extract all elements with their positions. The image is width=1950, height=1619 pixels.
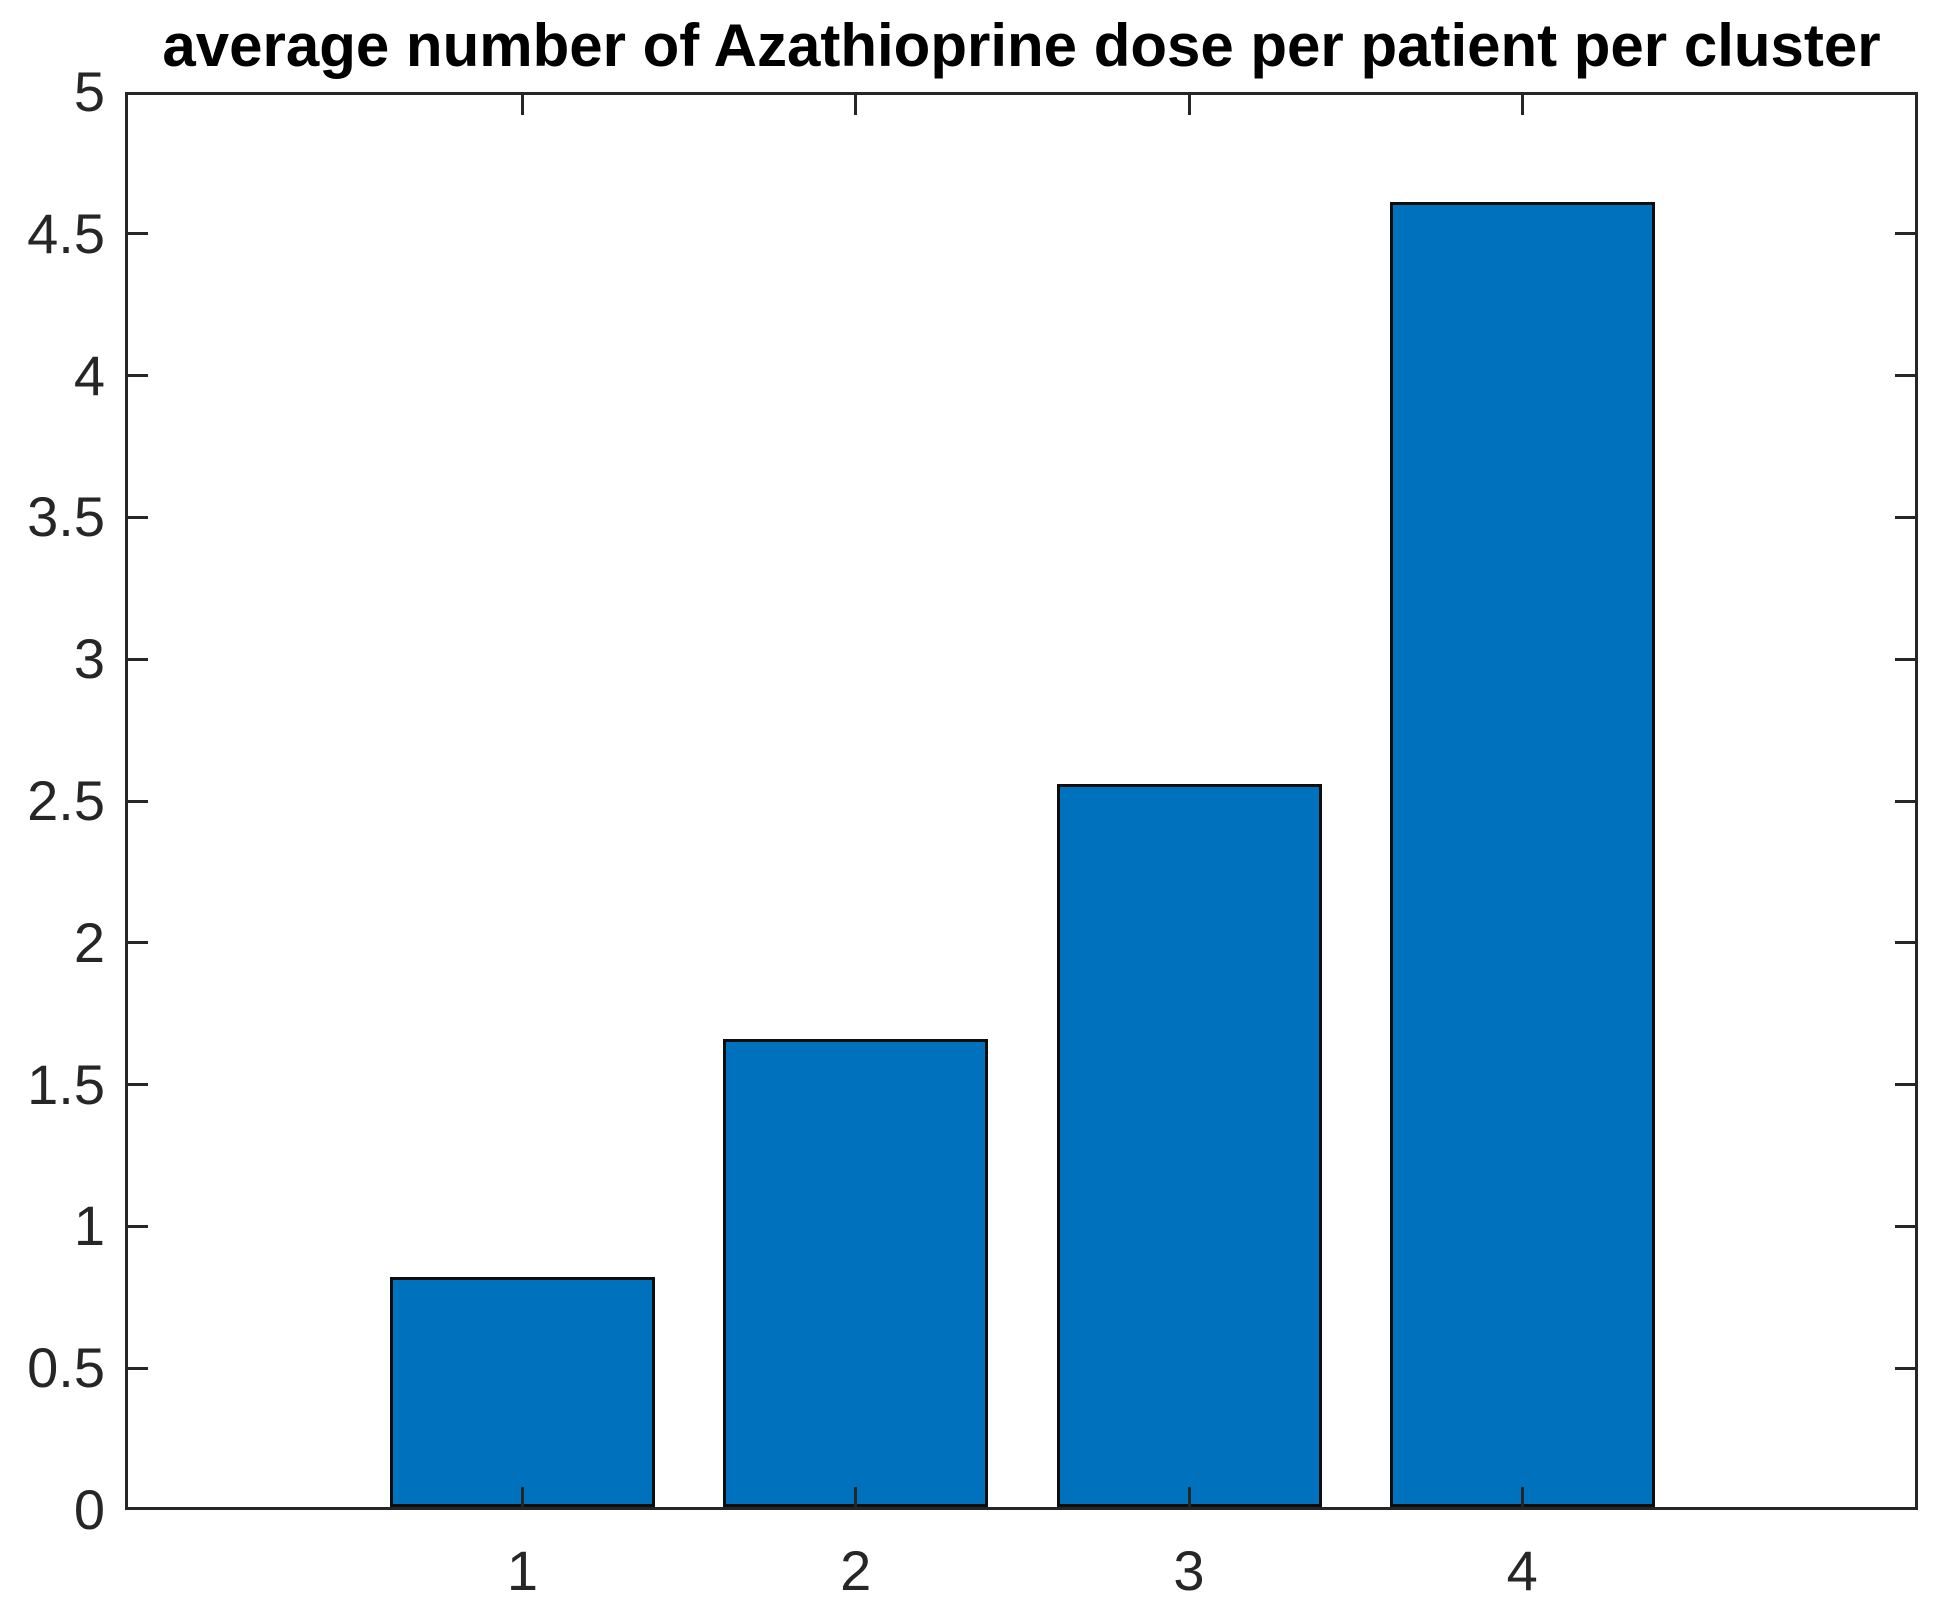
plot-area bbox=[125, 92, 1918, 1510]
x-tick-label: 3 bbox=[1173, 1539, 1205, 1602]
y-axis-tick bbox=[128, 374, 148, 378]
y-tick-label: 3.5 bbox=[27, 485, 105, 549]
y-axis-tick-right bbox=[1895, 1224, 1915, 1228]
x-axis-tick bbox=[1520, 1487, 1524, 1507]
y-axis-tick-right bbox=[1895, 657, 1915, 661]
x-tick-label: 2 bbox=[840, 1539, 872, 1602]
y-axis-tick bbox=[128, 232, 148, 236]
y-axis-tick bbox=[128, 515, 148, 519]
y-axis-tick-right bbox=[1895, 1083, 1915, 1087]
y-axis-tick bbox=[128, 1224, 148, 1228]
y-tick-label: 4.5 bbox=[27, 201, 105, 265]
y-axis-tick-right bbox=[1895, 515, 1915, 519]
y-axis-tick bbox=[128, 799, 148, 803]
y-axis-tick bbox=[128, 657, 148, 661]
y-axis-tick-right bbox=[1895, 1366, 1915, 1370]
y-axis-tick bbox=[128, 1083, 148, 1087]
y-tick-label: 2 bbox=[73, 910, 105, 974]
y-axis-tick-right bbox=[1895, 232, 1915, 236]
bar-cluster-3 bbox=[1056, 784, 1322, 1507]
y-tick-label: 3 bbox=[73, 627, 105, 691]
x-axis-tick-top bbox=[1187, 95, 1191, 115]
y-axis-tick-right bbox=[1895, 374, 1915, 378]
x-tick-label: 1 bbox=[506, 1539, 539, 1602]
x-axis-tick bbox=[854, 1487, 858, 1507]
y-axis-tick bbox=[128, 941, 148, 945]
y-tick-label: 0.5 bbox=[27, 1336, 105, 1400]
y-tick-label: 2.5 bbox=[27, 769, 105, 832]
x-axis-tick-top bbox=[521, 95, 524, 115]
x-axis-tick bbox=[1187, 1487, 1191, 1507]
bar-cluster-4 bbox=[1389, 202, 1655, 1507]
y-tick-label: 0 bbox=[73, 1478, 105, 1541]
y-axis-tick bbox=[128, 1366, 148, 1370]
bar-cluster-2 bbox=[723, 1039, 989, 1507]
y-tick-label: 4 bbox=[73, 343, 105, 407]
bar-cluster-1 bbox=[390, 1277, 655, 1507]
x-axis-tick-top bbox=[1520, 95, 1524, 115]
y-tick-label: 1 bbox=[73, 1194, 105, 1258]
y-tick-label: 1.5 bbox=[27, 1052, 105, 1116]
chart-title: average number of Azathioprine dose per … bbox=[162, 12, 1881, 79]
x-axis-tick bbox=[521, 1487, 524, 1507]
x-tick-label: 4 bbox=[1506, 1539, 1538, 1602]
x-axis-tick-top bbox=[854, 95, 858, 115]
y-axis-tick-right bbox=[1895, 941, 1915, 945]
y-tick-label: 5 bbox=[73, 60, 105, 123]
y-axis-tick-right bbox=[1895, 799, 1915, 803]
